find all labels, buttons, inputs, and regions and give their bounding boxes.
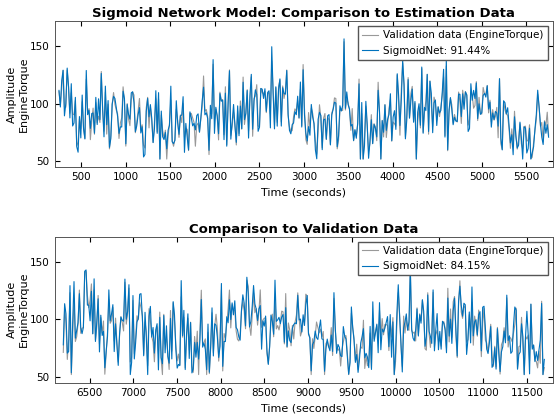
SigmoidNet: 91.44%: (1.38e+03, 52): 91.44%: (1.38e+03, 52) (157, 157, 164, 162)
Validation data (EngineTorque) (157, 157, 164, 162)
SigmoidNet: 91.44%: (2.09e+03, 103): 91.44%: (2.09e+03, 103) (220, 98, 226, 103)
Validation data (EngineTorque) (272, 295, 278, 300)
X-axis label: Time (seconds): Time (seconds) (262, 403, 346, 413)
SigmoidNet: 91.44%: (250, 112): 91.44%: (250, 112) (55, 88, 62, 93)
Validation data (EngineTorque) (204, 330, 211, 335)
SigmoidNet: 84.15%: (7.85e+03, 96): 84.15%: (7.85e+03, 96) (204, 322, 211, 327)
SigmoidNet: 91.44%: (2.67e+03, 78.2): 91.44%: (2.67e+03, 78.2) (271, 126, 278, 131)
Title: Sigmoid Network Model: Comparison to Estimation Data: Sigmoid Network Model: Comparison to Est… (92, 7, 515, 20)
SigmoidNet: 91.44%: (3.45e+03, 157): 91.44%: (3.45e+03, 157) (340, 37, 347, 42)
SigmoidNet: 84.15%: (6.87e+03, 99.2): 84.15%: (6.87e+03, 99.2) (119, 318, 125, 323)
Validation data (EngineTorque) (228, 302, 235, 307)
Validation data (EngineTorque) (545, 133, 552, 138)
SigmoidNet: 84.15%: (8.13e+03, 114): 84.15%: (8.13e+03, 114) (228, 300, 235, 305)
Validation data (EngineTorque) (521, 124, 528, 129)
SigmoidNet: 91.44%: (2.18e+03, 69.3): 91.44%: (2.18e+03, 69.3) (227, 136, 234, 142)
Validation data (EngineTorque) (203, 107, 209, 112)
Validation data (EngineTorque) (60, 350, 67, 355)
Y-axis label: Amplitude
EngineTorque: Amplitude EngineTorque (7, 272, 29, 347)
Line: SigmoidNet: 84.15%: SigmoidNet: 84.15% (63, 268, 544, 375)
Validation data (EngineTorque) (340, 39, 347, 44)
Validation data (EngineTorque) (116, 136, 123, 141)
Validation data (EngineTorque) (227, 133, 234, 138)
Validation data (EngineTorque) (68, 372, 74, 377)
Title: Comparison to Validation Data: Comparison to Validation Data (189, 223, 418, 236)
Validation data (EngineTorque) (55, 89, 62, 94)
Validation data (EngineTorque) (271, 123, 278, 128)
Line: Validation data (EngineTorque): Validation data (EngineTorque) (59, 42, 549, 159)
SigmoidNet: 84.15%: (1.02e+04, 145): 84.15%: (1.02e+04, 145) (407, 265, 414, 270)
SigmoidNet: 84.15%: (6.2e+03, 77.9): 84.15%: (6.2e+03, 77.9) (60, 342, 67, 347)
SigmoidNet: 91.44%: (924, 74.3): 91.44%: (924, 74.3) (116, 131, 123, 136)
Legend: Validation data (EngineTorque), SigmoidNet: 84.15%: Validation data (EngineTorque), SigmoidN… (358, 242, 548, 276)
SigmoidNet: 84.15%: (8.04e+03, 80.9): 84.15%: (8.04e+03, 80.9) (221, 339, 227, 344)
SigmoidNet: 84.15%: (6.97e+03, 52): 84.15%: (6.97e+03, 52) (127, 372, 134, 377)
Legend: Validation data (EngineTorque), SigmoidNet: 91.44%: Validation data (EngineTorque), SigmoidN… (358, 26, 548, 60)
Validation data (EngineTorque) (541, 365, 548, 370)
Validation data (EngineTorque) (221, 331, 227, 336)
SigmoidNet: 91.44%: (1.9e+03, 92.2): 91.44%: (1.9e+03, 92.2) (203, 110, 209, 116)
X-axis label: Time (seconds): Time (seconds) (262, 187, 346, 197)
Line: SigmoidNet: 91.44%: SigmoidNet: 91.44% (59, 39, 549, 159)
SigmoidNet: 84.15%: (1.17e+04, 65.2): 84.15%: (1.17e+04, 65.2) (541, 357, 548, 362)
Validation data (EngineTorque) (407, 267, 414, 272)
Validation data (EngineTorque) (220, 97, 226, 102)
SigmoidNet: 84.15%: (1.14e+04, 71.6): 84.15%: (1.14e+04, 71.6) (517, 349, 524, 354)
Y-axis label: Amplitude
EngineTorque: Amplitude EngineTorque (7, 56, 29, 132)
Line: Validation data (EngineTorque): Validation data (EngineTorque) (63, 270, 544, 375)
SigmoidNet: 91.44%: (5.75e+03, 71): 91.44%: (5.75e+03, 71) (545, 135, 552, 140)
Validation data (EngineTorque) (120, 328, 127, 333)
SigmoidNet: 84.15%: (8.62e+03, 134): 84.15%: (8.62e+03, 134) (272, 278, 278, 283)
SigmoidNet: 91.44%: (5.47e+03, 79.9): 91.44%: (5.47e+03, 79.9) (521, 124, 528, 129)
Validation data (EngineTorque) (517, 343, 524, 348)
